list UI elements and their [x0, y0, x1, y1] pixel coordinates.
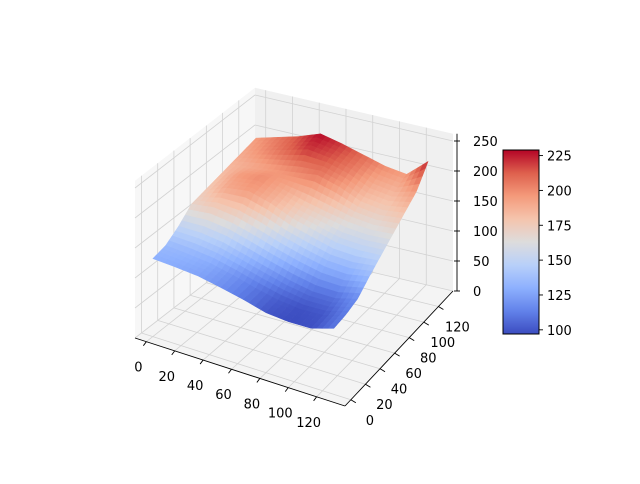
- y-tick-label: 20: [376, 398, 393, 413]
- surface: [152, 133, 429, 329]
- x-tick-label: 100: [268, 407, 293, 422]
- z-tick-label: 50: [473, 255, 490, 270]
- y-tick-label: 0: [366, 414, 374, 429]
- x-tick: [256, 378, 261, 383]
- y-tick: [379, 368, 386, 373]
- z-grid-line: [254, 94, 454, 142]
- y-tick-label: 80: [420, 352, 437, 367]
- z-tick-label: 100: [473, 225, 498, 240]
- x-axis-line: [134, 337, 346, 407]
- colorbar-gradient: [502, 149, 540, 335]
- colorbar-tick-labels: 100 125 150 175 200 225: [539, 150, 572, 339]
- colorbar-tick-label: 225: [547, 150, 572, 165]
- x-tick: [171, 350, 176, 356]
- y-tick-label: 120: [445, 321, 470, 336]
- z-grid-line: [134, 94, 256, 189]
- y-tick-label: 60: [405, 367, 422, 382]
- x-tick-label: 60: [215, 388, 232, 403]
- y-grid-line: [157, 320, 366, 385]
- x-tick-label: 20: [158, 370, 175, 385]
- colorbar-tick-label: 175: [547, 219, 572, 234]
- y-tick: [394, 352, 400, 357]
- x-tick-label: 40: [187, 379, 204, 394]
- colorbar: 100 125 150 175 200 225: [502, 149, 572, 339]
- colorbar-tick-label: 200: [547, 184, 572, 199]
- y-tick-label: 40: [391, 383, 408, 398]
- y-tick: [438, 306, 444, 310]
- y-grid-line: [190, 294, 395, 354]
- y-tick: [423, 321, 430, 326]
- z-tick-labels: 0 50 100 150 200 250: [473, 135, 498, 300]
- x-grid-line: [316, 284, 427, 398]
- z-tick-label: 150: [473, 195, 498, 210]
- x-tick-label: 0: [134, 361, 142, 376]
- z-tick-label: 200: [473, 165, 498, 180]
- y-tick: [350, 399, 357, 404]
- z-grid-line: [134, 124, 256, 219]
- x-tick: [199, 359, 204, 365]
- surface-patch: [327, 324, 338, 329]
- y-grid-line: [173, 307, 381, 370]
- x-tick: [313, 396, 317, 402]
- colorbar-tick-label: 125: [547, 289, 572, 304]
- z-tick-label: 0: [473, 285, 481, 300]
- x-tick: [284, 387, 289, 392]
- colorbar-tick-label: 100: [547, 324, 572, 339]
- x-tick: [228, 368, 232, 374]
- x-tick: [142, 341, 147, 346]
- x-tick-label: 120: [296, 416, 321, 431]
- z-tick-label: 250: [473, 135, 498, 150]
- y-tick: [365, 383, 371, 388]
- y-grid-line: [141, 332, 351, 401]
- x-grid-line: [287, 278, 400, 388]
- z-grid-line: [254, 124, 454, 172]
- y-tick-label: 100: [430, 336, 455, 351]
- x-tick-label: 80: [244, 397, 261, 412]
- y-tick: [408, 337, 415, 342]
- axis-lines: [134, 133, 460, 407]
- colorbar-tick-label: 150: [547, 254, 572, 269]
- y-axis-line: [344, 290, 454, 407]
